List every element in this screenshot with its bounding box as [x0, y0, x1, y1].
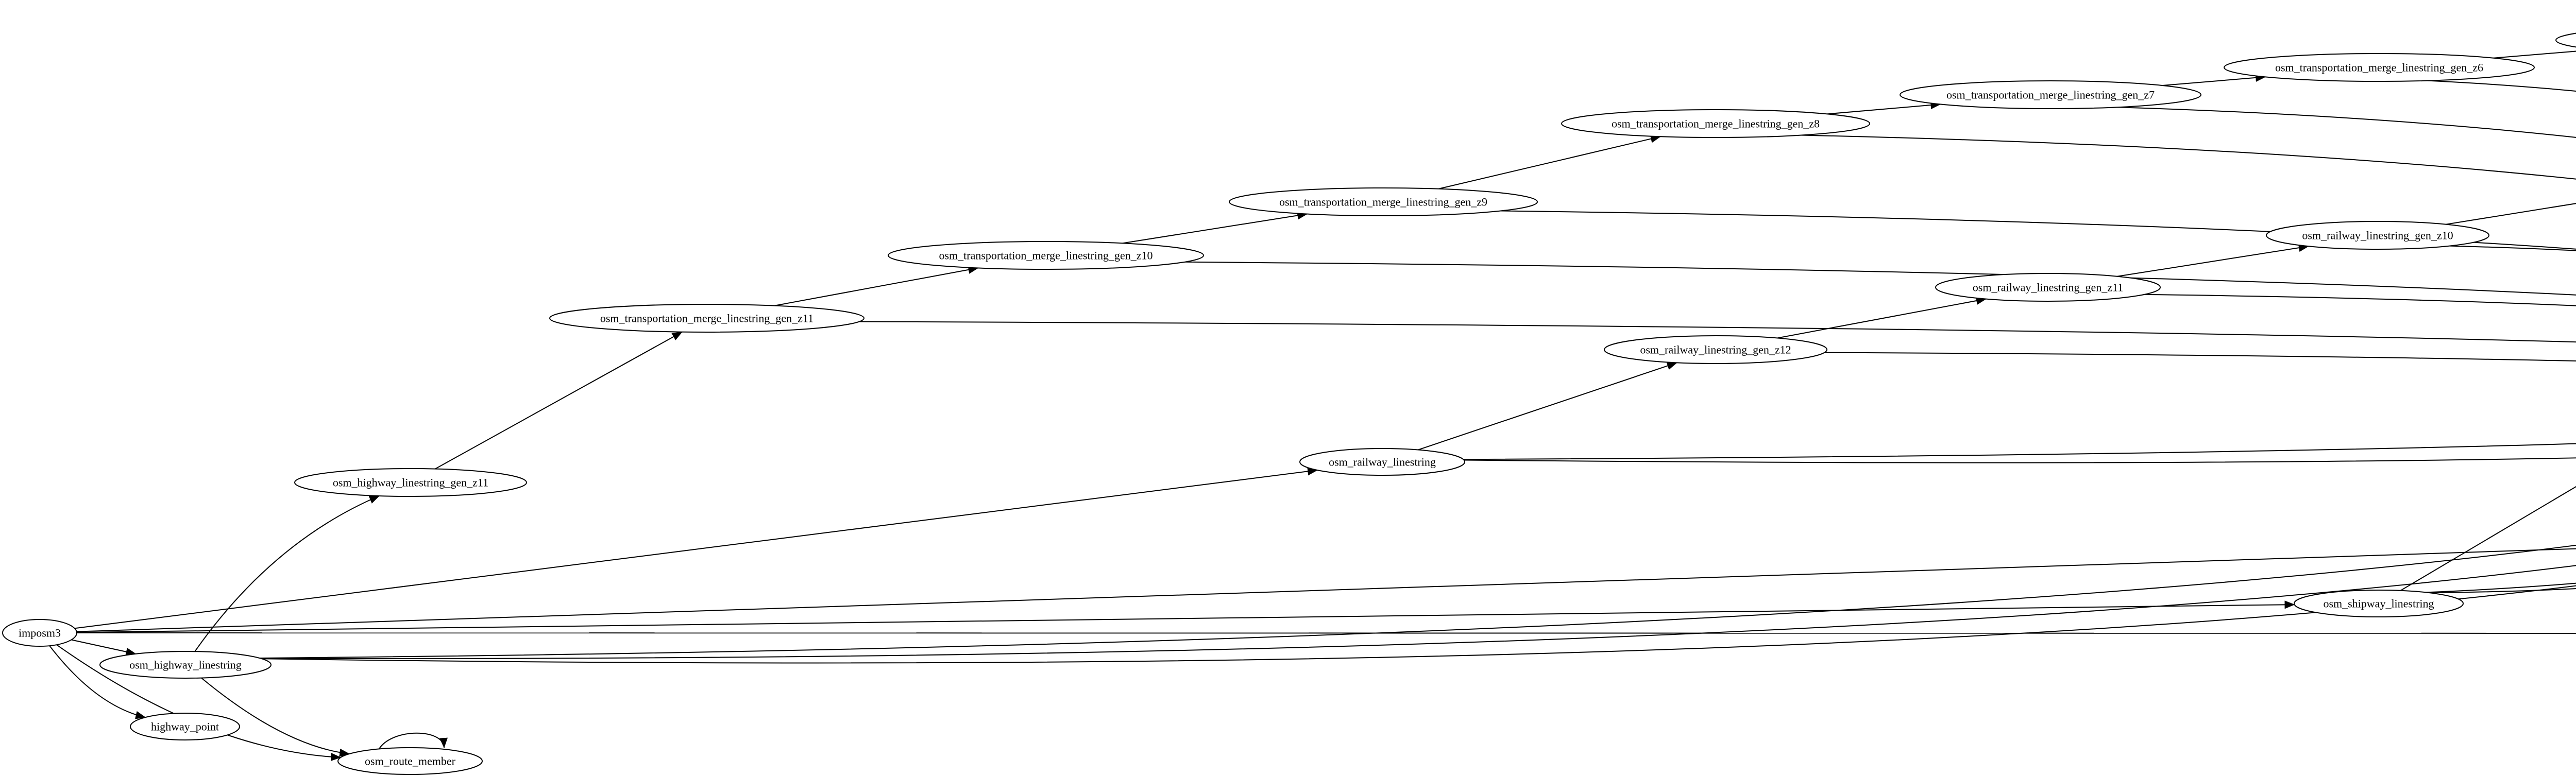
edge-imposm3-to-osm_aerialway_linestring [76, 548, 2576, 632]
node-shape-osm_highway_linestring [99, 651, 272, 679]
node-shape-osm_transportation_merge_linestring_gen_z6 [2224, 53, 2535, 82]
node-osm_transportation_merge_linestring_gen_z5: osm_transportation_merge_linestring_gen_… [2555, 32, 2576, 48]
edge-imposm3-to-osm_railway_linestring [74, 467, 1318, 629]
node-osm_transportation_merge_linestring_gen_z9: osm_transportation_merge_linestring_gen_… [1229, 187, 1538, 216]
node-osm_transportation_merge_linestring_gen_z10: osm_transportation_merge_linestring_gen_… [888, 241, 1204, 270]
edge-osm_transportation_merge_linestring_gen_z6-to-row-z6 [2428, 80, 2576, 92]
node-osm_railway_linestring_gen_z12: osm_railway_linestring_gen_z12 [1604, 335, 1827, 364]
node-shape-osm_railway_linestring_gen_z12 [1604, 335, 1827, 364]
node-osm_highway_linestring_gen_z11: osm_highway_linestring_gen_z11 [294, 468, 527, 497]
edge-osm_transportation_merge_linestring_gen_z10-to-osm_transportation_merge_linestring_gen_z9 [1122, 211, 1308, 244]
node-label-osm_transportation_merge_linestring_gen_z10: osm_transportation_merge_linestring_gen_… [939, 249, 1153, 262]
node-label-osm_transportation_merge_linestring_gen_z8: osm_transportation_merge_linestring_gen_… [1612, 117, 1820, 130]
node-osm_transportation_merge_linestring_gen_z7: osm_transportation_merge_linestring_gen_… [1900, 80, 2201, 109]
node-osm_highway_linestring: osm_highway_linestring [99, 651, 272, 679]
node-osm_route_member: osm_route_member [337, 747, 483, 775]
node-label-osm_railway_linestring_gen_z11: osm_railway_linestring_gen_z11 [1973, 281, 2123, 294]
node-imposm3: imposm3 [2, 619, 77, 647]
node-label-osm_railway_linestring_gen_z12: osm_railway_linestring_gen_z12 [1640, 343, 1791, 356]
edge-osm_railway_linestring_gen_z11-to-osm_railway_linestring_gen_z10 [2117, 244, 2309, 277]
edge-osm_highway_linestring-to-osm_route_member [201, 677, 350, 757]
edge-osm_railway_linestring_gen_z12-to-row-z12 [1824, 352, 2576, 362]
node-osm_railway_linestring_gen_z11: osm_railway_linestring_gen_z11 [1935, 273, 2161, 302]
node-shape-osm_railway_linestring_gen_z11 [1935, 273, 2161, 302]
node-label-osm_shipway_linestring: osm_shipway_linestring [2323, 597, 2434, 610]
node-label-osm_transportation_merge_linestring_gen_z11: osm_transportation_merge_linestring_gen_… [600, 312, 814, 325]
node-shape-highway_point [130, 713, 240, 740]
edge-osm_highway_linestring-to-row-z13 [260, 565, 2576, 659]
edge-osm_transportation_merge_linestring_gen_z10-to-row-z10 [1184, 261, 2576, 296]
node-label-osm_railway_linestring_gen_z10: osm_railway_linestring_gen_z10 [2302, 229, 2453, 242]
node-osm_transportation_merge_linestring_gen_z6: osm_transportation_merge_linestring_gen_… [2224, 53, 2535, 82]
edge-osm_transportation_merge_linestring_gen_z7-to-row-z7 [2117, 107, 2576, 138]
node-label-imposm3: imposm3 [19, 627, 61, 640]
node-shape-osm_transportation_merge_linestring_gen_z8 [1561, 109, 1870, 138]
edge-osm_route_member-self-loop [379, 732, 448, 749]
node-shape-osm_railway_linestring [1299, 448, 1465, 476]
edge-osm_railway_linestring_gen_z12-to-osm_railway_linestring_gen_z11 [1777, 297, 1987, 339]
edge-osm_transportation_merge_linestring_gen_z7-to-osm_transportation_merge_linestring_gen_z6 [2162, 73, 2266, 86]
edge-osm_railway_linestring_gen_z11-to-row-z11 [2144, 294, 2576, 306]
node-shape-osm_route_member [337, 747, 483, 775]
edge-osm_transportation_merge_linestring_gen_z9-to-osm_transportation_merge_linestring_gen_z8 [1438, 134, 1661, 189]
edge-osm_railway_linestring-to-row-z13 [1463, 443, 2576, 460]
node-shape-osm_railway_linestring_gen_z10 [2266, 221, 2489, 250]
edge-imposm3-to-osm_highway_linestring [71, 639, 137, 656]
edge-osm_transportation_merge_linestring_gen_z9-to-row-z9 [1500, 210, 2576, 250]
node-osm_railway_linestring: osm_railway_linestring [1299, 448, 1465, 476]
edge-osm_highway_linestring-to-osm_highway_linestring_gen_z11 [194, 495, 380, 652]
edge-osm_railway_linestring_gen_z10-to-row-z10 [2449, 245, 2576, 251]
node-label-osm_transportation_merge_linestring_gen_z9: osm_transportation_merge_linestring_gen_… [1279, 196, 1487, 209]
node-shape-osm_transportation_merge_linestring_gen_z5 [2555, 32, 2576, 48]
node-label-osm_railway_linestring: osm_railway_linestring [1329, 456, 1436, 469]
edge-osm_shipway_linestring-to-osm_shipway_linestring_gen_z12 [2400, 486, 2576, 591]
node-highway_point: highway_point [130, 713, 240, 740]
node-osm_transportation_merge_linestring_gen_z11: osm_transportation_merge_linestring_gen_… [549, 304, 865, 333]
edge-imposm3-to-osm_shipway_linestring [76, 600, 2295, 633]
edge-osm_railway_linestring-to-row-z14+ [1464, 457, 2576, 463]
node-shape-osm_shipway_linestring [2294, 590, 2464, 617]
node-label-osm_transportation_merge_linestring_gen_z7: osm_transportation_merge_linestring_gen_… [1946, 89, 2155, 101]
node-label-osm_highway_linestring_gen_z11: osm_highway_linestring_gen_z11 [333, 476, 488, 489]
edge-osm_highway_linestring_gen_z11-to-osm_transportation_merge_linestring_gen_z11 [435, 331, 683, 470]
node-shape-osm_transportation_merge_linestring_gen_z7 [1900, 80, 2201, 109]
edge-osm_highway_linestring-to-row-z12 [259, 544, 2576, 659]
node-shape-osm_transportation_merge_linestring_gen_z11 [549, 304, 865, 333]
node-osm_transportation_merge_linestring_gen_z8: osm_transportation_merge_linestring_gen_… [1561, 109, 1870, 138]
edge-osm_transportation_merge_linestring_gen_z8-to-osm_transportation_merge_linestring_gen_z7 [1827, 101, 1941, 115]
edge-osm_transportation_merge_linestring_gen_z11-to-osm_transportation_merge_linestring_gen_z10 [774, 265, 979, 306]
node-shape-osm_transportation_merge_linestring_gen_z9 [1229, 187, 1538, 216]
node-label-osm_route_member: osm_route_member [365, 755, 456, 768]
edge-osm_highway_linestring-to-row-z14+ [261, 585, 2576, 664]
edge-osm_railway_linestring-to-osm_railway_linestring_gen_z12 [1418, 361, 1677, 451]
node-label-highway_point: highway_point [151, 720, 219, 733]
node-label-osm_highway_linestring: osm_highway_linestring [129, 659, 242, 671]
node-shape-imposm3 [2, 619, 77, 647]
edge-osm_shipway_linestring-to-row-z13 [2426, 582, 2576, 593]
node-shape-osm_highway_linestring_gen_z11 [294, 468, 527, 497]
node-osm_shipway_linestring: osm_shipway_linestring [2294, 590, 2464, 617]
edge-osm_transportation_merge_linestring_gen_z11-to-row-z11 [859, 321, 2576, 343]
edge-osm_railway_linestring_gen_z10-to-osm_railway_linestring_gen_z9 [2446, 203, 2576, 225]
edge-osm_transportation_merge_linestring_gen_z8-to-row-z8 [1801, 134, 2576, 180]
edge-osm_transportation_merge_linestring_gen_z6-to-osm_transportation_merge_linestring_gen_z5 [2493, 50, 2576, 59]
node-shape-osm_transportation_merge_linestring_gen_z10 [888, 241, 1204, 270]
node-osm_railway_linestring_gen_z10: osm_railway_linestring_gen_z10 [2266, 221, 2489, 250]
node-label-osm_transportation_merge_linestring_gen_z6: osm_transportation_merge_linestring_gen_… [2275, 61, 2483, 74]
edge-imposm3-to-highway_point [49, 645, 146, 719]
